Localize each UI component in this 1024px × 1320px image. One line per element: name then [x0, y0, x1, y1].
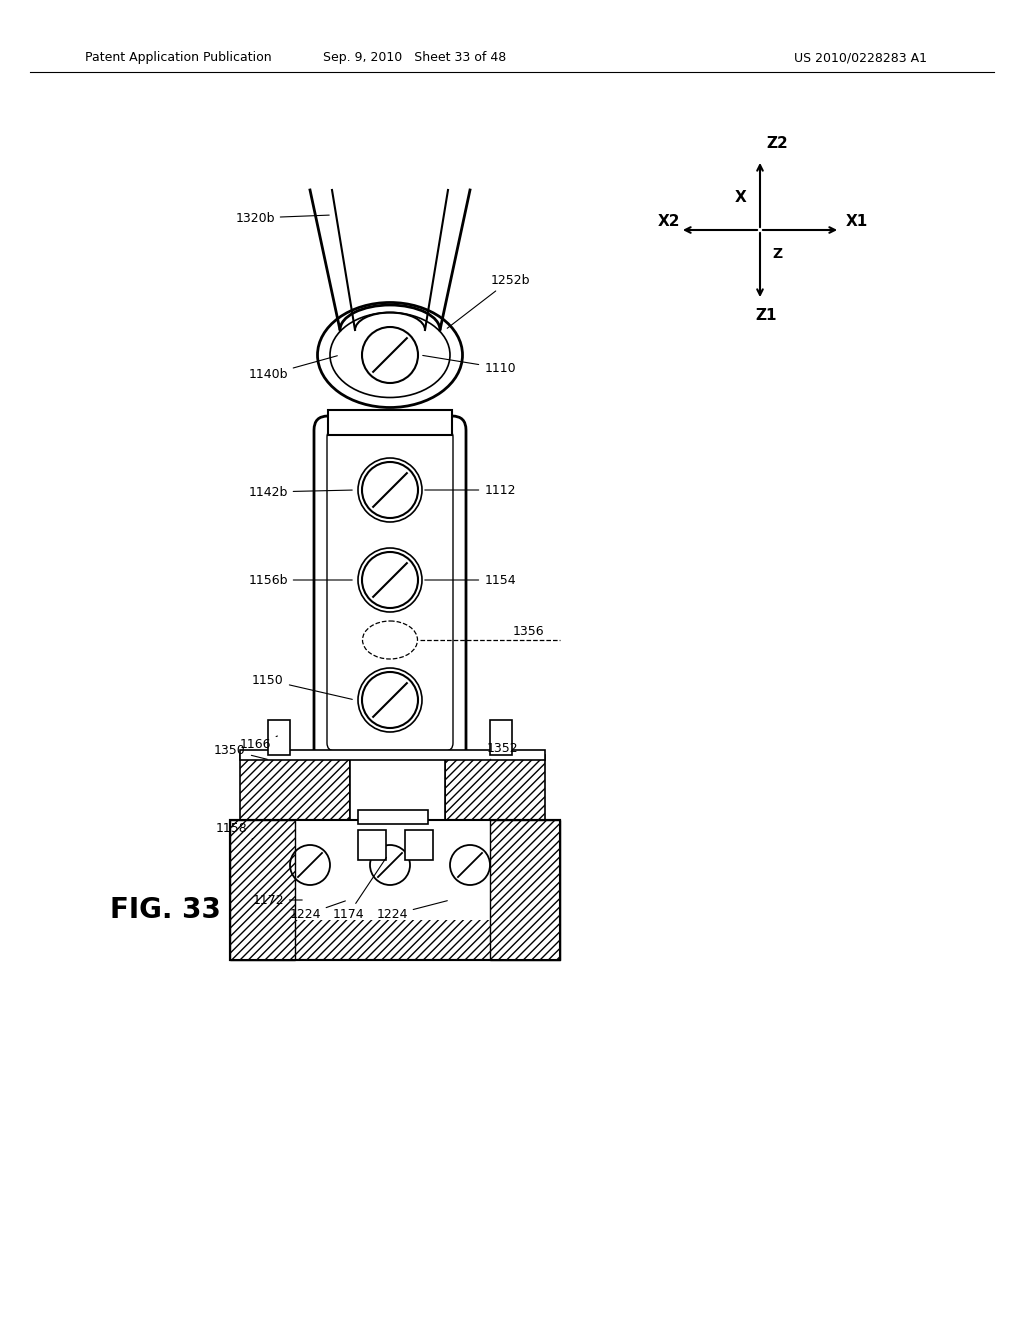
Bar: [230, 820, 560, 960]
Text: 1140b: 1140b: [248, 356, 337, 381]
Text: US 2010/0228283 A1: US 2010/0228283 A1: [794, 51, 927, 65]
Bar: [290, 820, 495, 920]
Bar: [358, 810, 428, 824]
Text: 1172: 1172: [252, 894, 302, 907]
Bar: [230, 820, 295, 960]
Text: X2: X2: [658, 214, 681, 228]
Text: Z1: Z1: [755, 308, 776, 323]
Bar: [445, 755, 545, 820]
Bar: [240, 750, 545, 760]
Text: Patent Application Publication: Patent Application Publication: [85, 51, 271, 65]
Text: FIG. 33: FIG. 33: [110, 896, 221, 924]
Bar: [240, 755, 350, 820]
Text: X: X: [735, 190, 746, 205]
Text: 1110: 1110: [423, 355, 516, 375]
Text: 1112: 1112: [425, 483, 516, 496]
Text: 1224: 1224: [289, 902, 345, 921]
Text: 1350: 1350: [214, 743, 267, 759]
Text: Z2: Z2: [766, 136, 787, 150]
Bar: [358, 830, 386, 861]
Bar: [230, 820, 560, 960]
Bar: [350, 755, 445, 820]
Bar: [350, 755, 445, 820]
Text: 1356: 1356: [513, 624, 545, 638]
Text: 1142b: 1142b: [248, 486, 352, 499]
Bar: [490, 820, 560, 960]
Text: 1154: 1154: [425, 573, 516, 586]
Text: X1: X1: [846, 214, 868, 228]
Text: 1352: 1352: [486, 742, 518, 760]
Bar: [406, 830, 433, 861]
Text: 1320b: 1320b: [236, 211, 330, 224]
Text: Sep. 9, 2010   Sheet 33 of 48: Sep. 9, 2010 Sheet 33 of 48: [324, 51, 507, 65]
Text: 1224: 1224: [376, 900, 447, 921]
FancyBboxPatch shape: [314, 416, 466, 764]
Text: 1156b: 1156b: [248, 573, 352, 586]
FancyBboxPatch shape: [327, 429, 453, 751]
Bar: [268, 719, 290, 755]
Text: 1252b: 1252b: [447, 273, 529, 329]
Bar: [490, 719, 512, 755]
Text: 1158: 1158: [216, 821, 253, 838]
Text: Z: Z: [772, 247, 782, 261]
Bar: [328, 411, 452, 436]
Text: 1174: 1174: [332, 857, 386, 921]
Text: 1150: 1150: [252, 673, 352, 700]
Text: 1166: 1166: [240, 737, 278, 751]
